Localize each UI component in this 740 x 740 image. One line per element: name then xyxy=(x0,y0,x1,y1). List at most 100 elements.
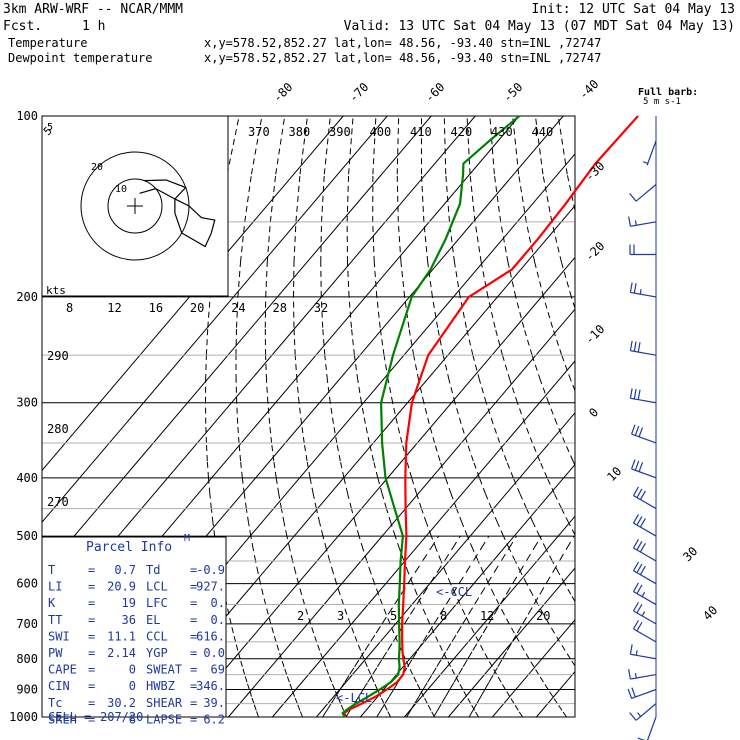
dry-adiabat-line xyxy=(237,262,242,297)
dry-adiabat-line xyxy=(491,508,498,523)
dry-adiabat-line xyxy=(328,674,333,683)
dry-adiabat-line xyxy=(364,423,370,444)
dry-adiabat-line xyxy=(392,402,398,424)
dry-adiabat-line xyxy=(298,583,303,595)
dry-adiabat-line xyxy=(289,548,294,562)
mixing-ratio-line xyxy=(376,658,383,668)
dry-adiabat-line xyxy=(542,174,553,222)
mixing-ratio-line xyxy=(456,623,464,634)
wind-barb-staff xyxy=(630,221,657,227)
theta-label: 290 xyxy=(47,349,69,363)
wind-barb-flag xyxy=(638,462,644,472)
dry-adiabat-line xyxy=(406,460,413,478)
dry-adiabat-line xyxy=(559,641,566,651)
dry-adiabat-line xyxy=(469,174,476,222)
dry-adiabat-line xyxy=(312,493,317,509)
parcel-field-name: YGP xyxy=(146,646,168,660)
wind-barb-flag xyxy=(633,388,637,400)
mixing-ratio-line xyxy=(384,696,390,704)
isotherm-line xyxy=(492,619,576,718)
mixing-ratio-line xyxy=(558,548,567,562)
dry-adiabat-line xyxy=(543,296,554,328)
parcel-field-name: LCL xyxy=(146,580,168,594)
dry-adiabat-line xyxy=(487,658,493,668)
dry-adiabat-line xyxy=(564,583,572,595)
wind-barb-staff xyxy=(635,703,657,721)
dry-adiabat-line xyxy=(553,632,561,643)
dry-adiabat-line xyxy=(270,623,274,634)
wind-barb-flag xyxy=(632,619,640,630)
isotherm-line xyxy=(316,412,576,718)
wind-barb xyxy=(632,514,657,537)
dry-adiabat-line xyxy=(267,402,271,424)
isotherm-line xyxy=(228,308,576,718)
parcel-field-eq: = xyxy=(88,563,95,577)
dry-adiabat-line xyxy=(310,623,315,634)
parcel-field-value: 19 xyxy=(122,596,136,610)
wind-barb-flag xyxy=(632,601,640,612)
mixing-ratio-line xyxy=(404,614,411,625)
wind-barb-flag xyxy=(634,425,640,436)
dry-adiabat-line xyxy=(396,423,403,444)
dry-adiabat-line xyxy=(363,658,368,667)
dry-adiabat-line xyxy=(503,614,510,625)
wind-barb xyxy=(629,388,657,404)
parcel-field-eq: = xyxy=(190,613,197,627)
mixing-ratio-line xyxy=(505,583,514,595)
wind-barb-flag xyxy=(638,427,644,438)
wind-barb-staff xyxy=(631,688,657,699)
dry-adiabat-line xyxy=(543,614,550,625)
dry-adiabat-line xyxy=(207,477,211,494)
dry-adiabat-line xyxy=(566,174,576,211)
dry-adiabat-line xyxy=(336,442,341,462)
dry-adiabat-line xyxy=(423,402,430,424)
theta-e-label: 440 xyxy=(532,125,554,139)
dry-adiabat-line xyxy=(238,442,242,462)
wind-barb-flag xyxy=(633,341,637,352)
dry-adiabat-line xyxy=(394,535,401,549)
wind-barb-flag xyxy=(636,621,643,632)
dry-adiabat-line xyxy=(286,674,290,683)
mixing-ratio-line xyxy=(474,594,482,605)
dry-adiabat-line xyxy=(257,572,262,584)
dry-adiabat-line xyxy=(545,548,553,562)
dry-adiabat-line xyxy=(570,379,576,391)
dry-adiabat-line xyxy=(236,402,239,424)
dry-adiabat-line xyxy=(322,327,326,356)
chart-header: 3km ARW-WRF -- NCAR/MMM Init: 12 UTC Sat… xyxy=(3,2,735,65)
parcel-field-name: TT xyxy=(48,613,62,627)
mixing-ratio-line xyxy=(488,674,494,683)
mixing-ratio-line xyxy=(468,604,475,615)
dry-adiabat-line xyxy=(497,522,504,537)
wind-barb-flag xyxy=(639,565,646,575)
dry-adiabat-line xyxy=(498,604,505,615)
parcel-field-name: LFC xyxy=(146,596,168,610)
dry-adiabat-line xyxy=(508,548,516,562)
theta-e-label: 370 xyxy=(248,125,270,139)
dry-adiabat-line xyxy=(226,115,240,175)
dry-adiabat-line xyxy=(374,583,379,595)
dry-adiabat-line xyxy=(368,442,375,462)
dry-adiabat-line xyxy=(210,508,214,523)
mixing-ratio-line xyxy=(497,658,503,668)
mixing-ratio-line xyxy=(429,572,438,584)
dry-adiabat-line xyxy=(295,174,301,222)
dry-adiabat-line xyxy=(557,115,568,175)
dry-adiabat-line xyxy=(496,674,502,683)
mixing-ratio-top-label: 20 xyxy=(190,301,204,315)
dry-adiabat-line xyxy=(322,658,327,667)
dry-adiabat-line xyxy=(437,327,444,356)
dry-adiabat-line xyxy=(425,522,432,537)
parcel-field-eq: = xyxy=(190,679,197,693)
parcel-field-value: 36 xyxy=(122,613,136,627)
dry-adiabat-line xyxy=(252,548,257,562)
wind-barb-flag xyxy=(632,486,640,496)
mixing-ratio-line xyxy=(502,650,508,660)
dry-adiabat-line xyxy=(275,115,286,175)
mixing-ratio-line xyxy=(477,632,484,643)
mixing-ratio-line xyxy=(499,594,507,605)
dry-adiabat-line xyxy=(230,623,234,634)
dry-adiabat-line xyxy=(267,614,272,625)
dry-adiabat-line xyxy=(561,508,570,523)
